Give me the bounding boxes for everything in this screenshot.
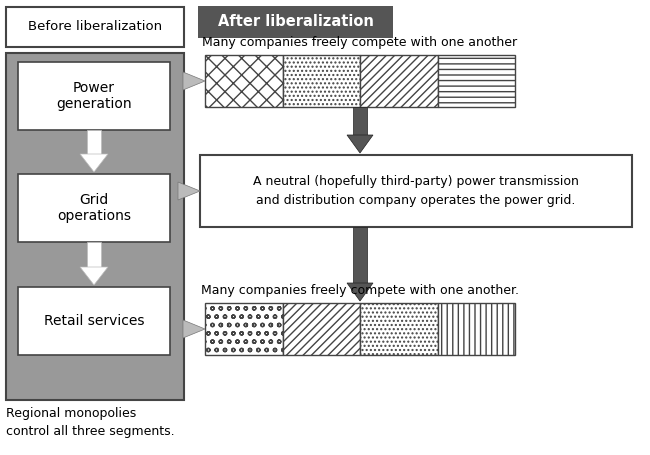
Text: Grid
operations: Grid operations xyxy=(57,193,131,223)
Bar xyxy=(437,303,515,355)
Bar xyxy=(6,7,184,47)
Text: Power
generation: Power generation xyxy=(56,81,132,111)
Text: Regional monopolies
control all three segments.: Regional monopolies control all three se… xyxy=(6,407,175,438)
Bar xyxy=(87,130,101,154)
Text: After liberalization: After liberalization xyxy=(218,15,374,30)
Bar xyxy=(205,55,283,107)
Bar xyxy=(353,107,367,135)
Bar xyxy=(283,303,360,355)
Polygon shape xyxy=(183,320,205,338)
Text: Many companies freely compete with one another.: Many companies freely compete with one a… xyxy=(201,284,519,297)
Bar xyxy=(353,227,367,283)
Bar xyxy=(200,155,632,227)
Polygon shape xyxy=(347,135,373,153)
Polygon shape xyxy=(80,267,108,285)
Bar xyxy=(18,174,170,242)
Bar xyxy=(360,303,437,355)
Text: A neutral (hopefully third-party) power transmission
and distribution company op: A neutral (hopefully third-party) power … xyxy=(253,175,579,207)
Polygon shape xyxy=(347,283,373,301)
Polygon shape xyxy=(183,72,205,90)
Bar xyxy=(283,55,360,107)
Bar xyxy=(87,242,101,267)
Bar xyxy=(18,62,170,130)
Text: Retail services: Retail services xyxy=(44,314,144,328)
Bar xyxy=(205,303,283,355)
Bar xyxy=(6,53,184,400)
Bar xyxy=(18,287,170,355)
Polygon shape xyxy=(178,182,200,200)
Text: Many companies freely compete with one another: Many companies freely compete with one a… xyxy=(202,36,517,49)
Bar xyxy=(360,55,437,107)
Text: Before liberalization: Before liberalization xyxy=(28,20,162,34)
Polygon shape xyxy=(80,154,108,172)
Bar xyxy=(198,6,393,38)
Bar xyxy=(437,55,515,107)
